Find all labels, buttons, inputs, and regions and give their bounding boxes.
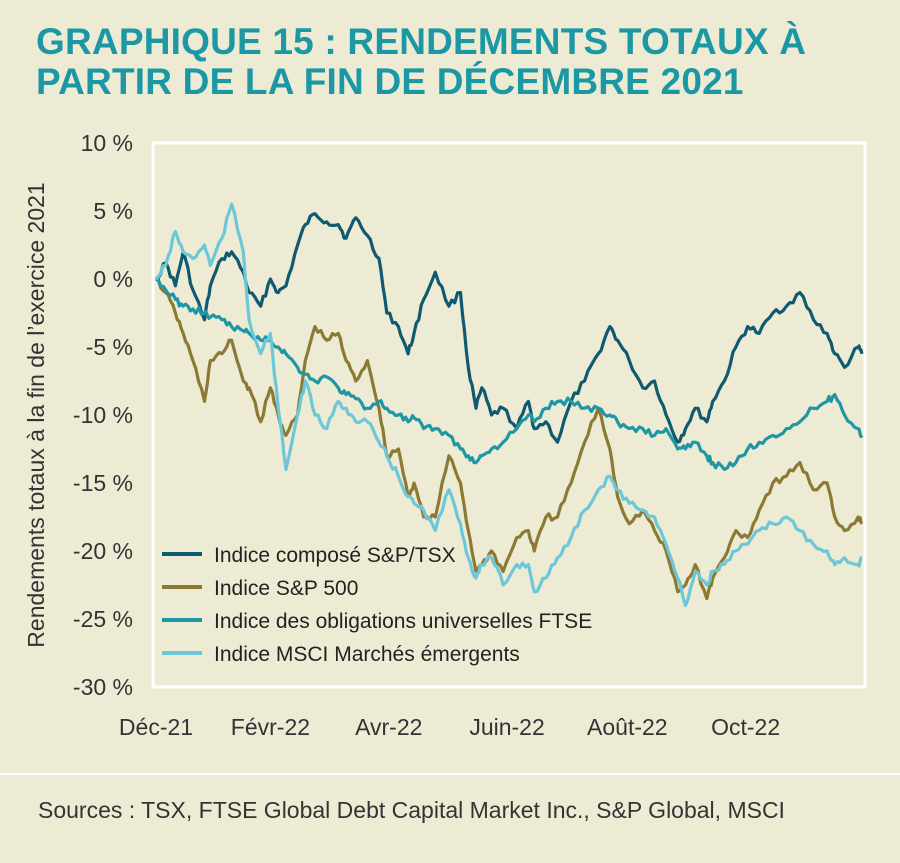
chart-title: GRAPHIQUE 15 : RENDEMENTS TOTAUX À PARTI…: [36, 21, 807, 102]
legend-label: Indice des obligations universelles FTSE: [214, 610, 592, 633]
legend-label: Indice composé S&P/TSX: [214, 544, 456, 567]
series-line: [155, 277, 864, 471]
y-axis-label: Rendements totaux à la fin de l’exercice…: [23, 182, 49, 647]
y-tick-label: 5 %: [93, 198, 133, 224]
x-tick-label: Juin-22: [469, 714, 544, 740]
chart: 10 %5 %0 %-5 %-10 %-15 %-20 %-25 %-30 % …: [23, 130, 867, 740]
y-tick-label: -30 %: [73, 674, 133, 700]
x-tick-label: Déc-21: [119, 714, 193, 740]
y-tick-label: 0 %: [93, 266, 133, 292]
legend-label: Indice MSCI Marchés émergents: [214, 643, 520, 666]
x-tick-label: Févr-22: [231, 714, 310, 740]
series-line: [155, 212, 864, 444]
y-tick-label: -25 %: [73, 606, 133, 632]
y-tick-label: -10 %: [73, 402, 133, 428]
y-tick-label: -5 %: [86, 334, 133, 360]
plot-area: [151, 141, 867, 689]
source-note: Sources : TSX, FTSE Global Debt Capital …: [38, 797, 785, 823]
x-tick-label: Août-22: [587, 714, 668, 740]
x-tick-label: Avr-22: [355, 714, 422, 740]
y-tick-label: -20 %: [73, 538, 133, 564]
y-tick-label: 10 %: [81, 130, 133, 156]
x-tick-label: Oct-22: [711, 714, 780, 740]
series-line: [154, 202, 863, 607]
y-tick-label: -15 %: [73, 470, 133, 496]
footer-divider: [0, 773, 900, 775]
legend-label: Indice S&P 500: [214, 577, 358, 600]
